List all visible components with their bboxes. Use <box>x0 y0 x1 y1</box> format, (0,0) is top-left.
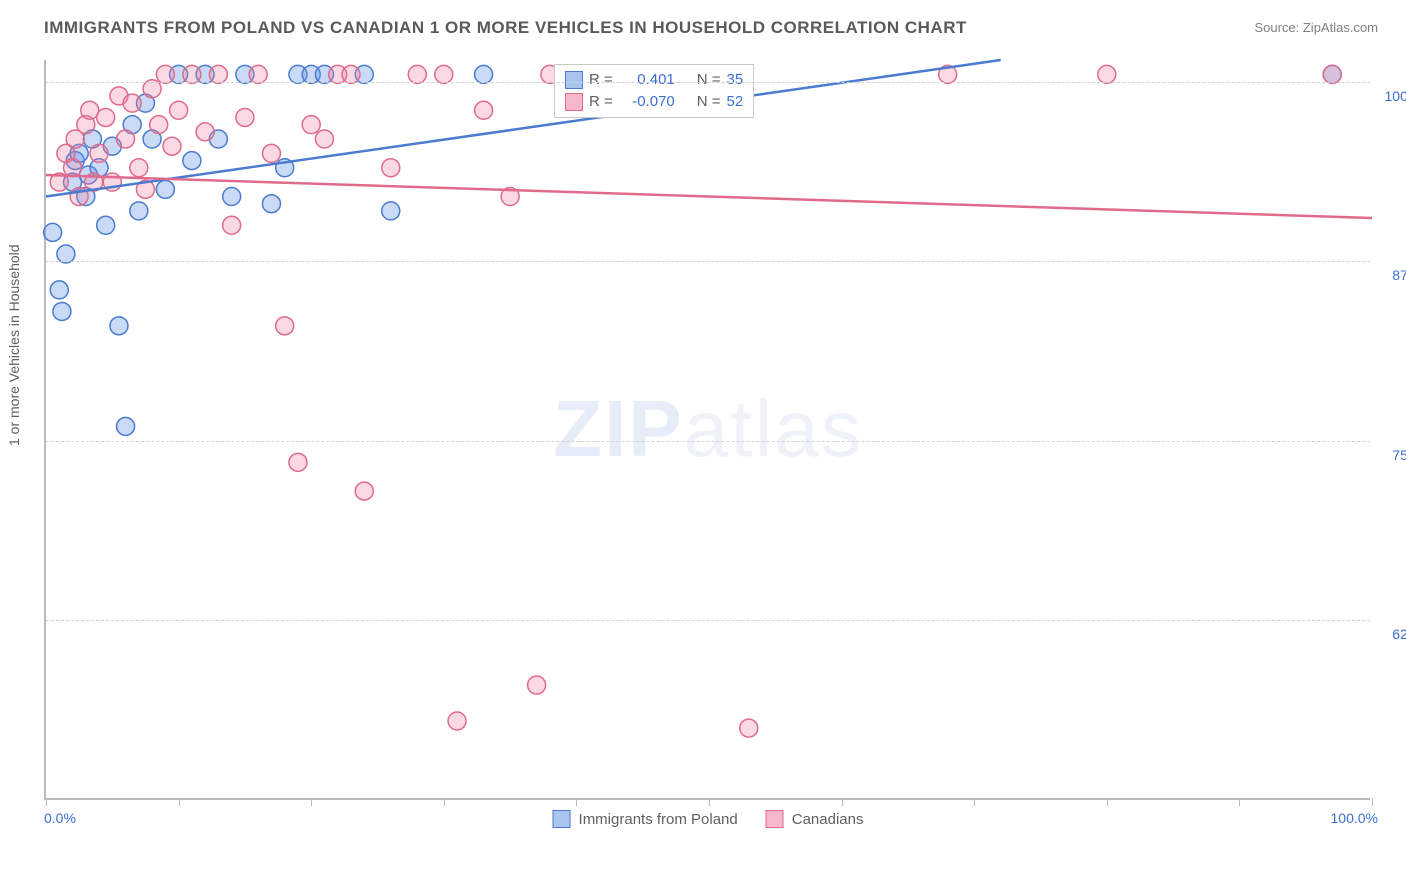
legend-swatch-poland <box>565 71 583 89</box>
data-point-canadians <box>64 159 82 177</box>
legend-row-poland: R = 0.401 N = 35 <box>565 69 743 91</box>
x-tick <box>1107 798 1108 806</box>
legend-row-canadians: R = -0.070 N = 52 <box>565 91 743 113</box>
data-point-canadians <box>740 719 758 737</box>
legend-r-poland: 0.401 <box>619 69 675 91</box>
grid-line <box>46 620 1370 621</box>
bottom-legend: Immigrants from Poland Canadians <box>553 810 864 828</box>
legend-swatch-canadians <box>565 93 583 111</box>
trend-line-canadians <box>46 175 1372 218</box>
chart-svg <box>46 60 1370 798</box>
legend-r-prefix: R = <box>589 69 613 91</box>
data-point-poland <box>53 302 71 320</box>
data-point-poland <box>97 216 115 234</box>
data-point-canadians <box>289 453 307 471</box>
x-tick <box>576 798 577 806</box>
source-label: Source: ZipAtlas.com <box>1254 20 1378 35</box>
data-point-canadians <box>276 317 294 335</box>
data-point-poland <box>262 195 280 213</box>
x-tick <box>1372 798 1373 806</box>
data-point-canadians <box>130 159 148 177</box>
correlation-legend: R = 0.401 N = 35 R = -0.070 N = 52 <box>554 64 754 118</box>
x-axis-label-right: 100.0% <box>1331 810 1378 826</box>
bottom-label-canadians: Canadians <box>792 811 864 828</box>
data-point-canadians <box>90 144 108 162</box>
data-point-canadians <box>170 101 188 119</box>
y-tick-label: 87.5% <box>1392 267 1406 283</box>
bottom-legend-canadians: Canadians <box>766 810 864 828</box>
legend-n-prefix: N = <box>697 91 721 113</box>
data-point-canadians <box>196 123 214 141</box>
chart-title: IMMIGRANTS FROM POLAND VS CANADIAN 1 OR … <box>44 18 967 38</box>
legend-n-prefix: N = <box>697 69 721 91</box>
data-point-canadians <box>123 94 141 112</box>
data-point-canadians <box>355 482 373 500</box>
data-point-poland <box>44 223 62 241</box>
bottom-swatch-poland <box>553 810 571 828</box>
legend-n-canadians: 52 <box>727 91 744 113</box>
plot-area: ZIPatlas R = 0.401 N = 35 R = -0.070 N =… <box>44 60 1370 800</box>
data-point-canadians <box>528 676 546 694</box>
data-point-poland <box>50 281 68 299</box>
y-tick-label: 62.5% <box>1392 626 1406 642</box>
x-tick <box>842 798 843 806</box>
legend-n-poland: 35 <box>727 69 744 91</box>
data-point-canadians <box>302 116 320 134</box>
data-point-canadians <box>448 712 466 730</box>
y-tick-label: 100.0% <box>1385 88 1406 104</box>
data-point-poland <box>223 188 241 206</box>
bottom-swatch-canadians <box>766 810 784 828</box>
x-tick <box>709 798 710 806</box>
data-point-canadians <box>163 137 181 155</box>
x-axis-label-left: 0.0% <box>44 810 76 826</box>
data-point-poland <box>183 152 201 170</box>
data-point-canadians <box>117 130 135 148</box>
data-point-canadians <box>150 116 168 134</box>
x-tick <box>444 798 445 806</box>
bottom-legend-poland: Immigrants from Poland <box>553 810 738 828</box>
data-point-poland <box>156 180 174 198</box>
data-point-canadians <box>475 101 493 119</box>
data-point-canadians <box>315 130 333 148</box>
x-tick <box>1239 798 1240 806</box>
y-tick-label: 75.0% <box>1392 447 1406 463</box>
data-point-canadians <box>97 108 115 126</box>
data-point-canadians <box>382 159 400 177</box>
legend-r-canadians: -0.070 <box>619 91 675 113</box>
legend-r-prefix: R = <box>589 91 613 113</box>
x-tick <box>179 798 180 806</box>
data-point-canadians <box>262 144 280 162</box>
x-tick <box>46 798 47 806</box>
x-tick <box>974 798 975 806</box>
data-point-canadians <box>236 108 254 126</box>
y-axis-title: 1 or more Vehicles in Household <box>6 244 22 446</box>
data-point-poland <box>130 202 148 220</box>
data-point-canadians <box>223 216 241 234</box>
bottom-label-poland: Immigrants from Poland <box>579 811 738 828</box>
grid-line <box>46 441 1370 442</box>
x-tick <box>311 798 312 806</box>
grid-line <box>46 261 1370 262</box>
data-point-poland <box>110 317 128 335</box>
data-point-poland <box>117 417 135 435</box>
data-point-poland <box>382 202 400 220</box>
grid-line <box>46 82 1370 83</box>
